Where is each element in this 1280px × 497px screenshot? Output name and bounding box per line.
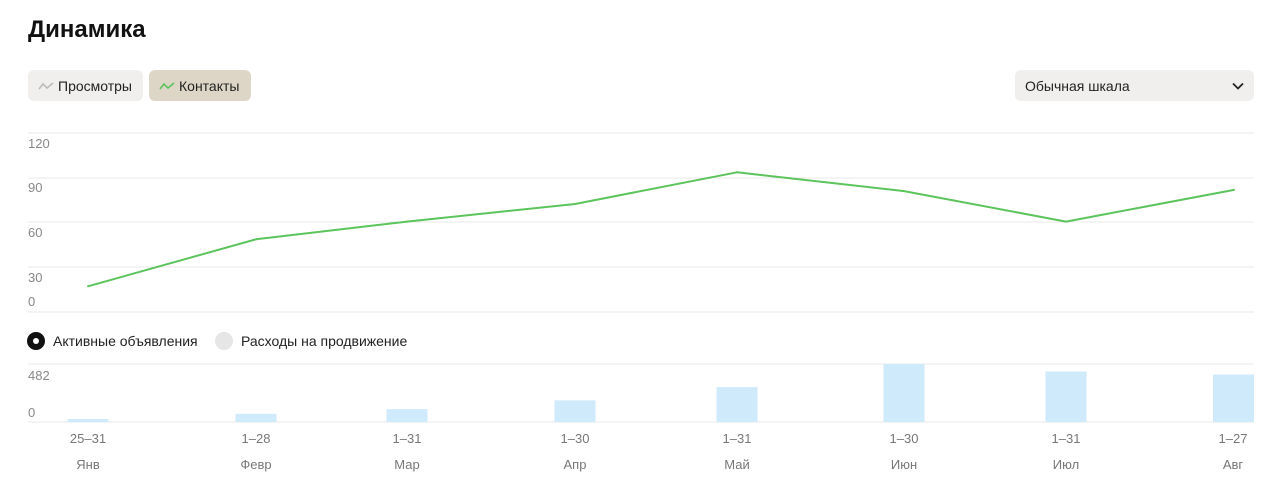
active-ads-radio[interactable]: Активные объявления: [27, 332, 198, 350]
x-tick-month-label: Февр: [240, 457, 272, 472]
line-point: [406, 220, 408, 223]
x-tick-month-label: Июн: [890, 457, 918, 472]
x-tick-range-label: 1–27: [1218, 431, 1248, 446]
line-point: [903, 190, 905, 193]
x-tick-range-label: 1–31: [392, 431, 422, 446]
views-toggle-button[interactable]: Просмотры: [28, 70, 143, 101]
views-toggle-label: Просмотры: [58, 77, 132, 94]
scale-select-value: Обычная шкала: [1025, 77, 1130, 94]
contacts-toggle-button[interactable]: Контакты: [149, 70, 251, 101]
contacts-series-line: [87, 171, 1235, 288]
line-point: [255, 238, 257, 241]
y-tick-label: 482: [28, 368, 50, 383]
line-point: [574, 203, 576, 205]
gray-line-icon: [38, 81, 54, 89]
x-tick-month-label: Май: [724, 457, 750, 472]
line-point: [87, 285, 89, 288]
bar: [1213, 374, 1254, 422]
bar: [386, 409, 428, 422]
promo-expenses-label: Расходы на продвижение: [241, 333, 408, 349]
page-title: Динамика: [28, 16, 146, 43]
contacts-toggle-label: Контакты: [179, 77, 240, 94]
x-tick-range-label: 1–30: [560, 431, 590, 446]
active-ads-bar-chart: 482 0: [28, 363, 1254, 423]
x-tick-range-label: 1–31: [722, 431, 752, 446]
y-tick-label: 60: [28, 225, 42, 240]
x-tick-range-label: 1–28: [241, 431, 271, 446]
x-tick-month-label: Июл: [1052, 457, 1080, 472]
bar: [716, 387, 758, 422]
chevron-down-icon: [1232, 82, 1244, 90]
x-tick-range-label: 1–31: [1051, 431, 1081, 446]
y-tick-label: 30: [28, 270, 42, 285]
bar: [67, 418, 109, 422]
radio-unchecked-icon: [215, 332, 233, 350]
scale-select[interactable]: Обычная шкала: [1015, 70, 1254, 101]
y-tick-label: 0: [28, 294, 35, 309]
y-tick-label: 90: [28, 180, 42, 195]
y-tick-label: 120: [28, 136, 50, 151]
radio-checked-icon: [27, 332, 45, 350]
y-tick-label: 0: [28, 405, 35, 420]
x-tick-month-label: Апр: [563, 457, 587, 472]
promo-expenses-radio[interactable]: Расходы на продвижение: [215, 332, 407, 350]
line-point: [1065, 220, 1067, 223]
green-line-icon: [159, 81, 175, 89]
bar: [554, 400, 596, 422]
line-point: [736, 171, 738, 174]
bar: [883, 364, 925, 422]
bar: [1045, 371, 1087, 422]
x-tick-range-label: 25–31: [69, 431, 107, 446]
active-ads-label: Активные объявления: [53, 333, 198, 349]
line-point: [1233, 188, 1235, 191]
bar: [235, 413, 277, 422]
contacts-line-chart: 120 90 60 30 0: [28, 132, 1254, 313]
x-tick-month-label: Авг: [1222, 457, 1244, 472]
x-tick-month-label: Мар: [394, 457, 420, 472]
x-tick-month-label: Янв: [76, 457, 100, 472]
x-tick-range-label: 1–30: [889, 431, 919, 446]
